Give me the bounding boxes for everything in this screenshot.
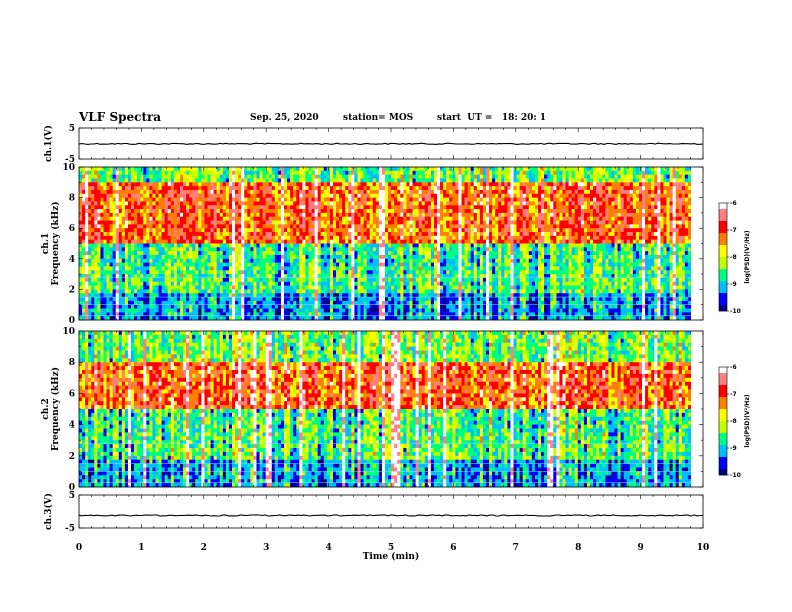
colorbar-tick-label: -10 xyxy=(730,472,741,479)
x-tick-label: 5 xyxy=(388,543,394,553)
x-tick-label: 10 xyxy=(697,543,710,553)
ch2-spectrogram-ylabel: ch.2Frequency (kHz) xyxy=(41,367,61,451)
start-time-label: start UT = 18: 20: 1 xyxy=(437,113,547,123)
x-axis-label: Time (min) xyxy=(363,551,420,562)
x-tick-label: 8 xyxy=(575,543,581,553)
y-tick-label: 0 xyxy=(69,316,75,326)
ch2-spectrogram-image xyxy=(79,331,703,488)
y-tick-label: 4 xyxy=(69,421,75,431)
ch1-waveform-trace xyxy=(78,142,704,145)
x-tick-label: 7 xyxy=(513,543,519,553)
colorbar-tick-label: -8 xyxy=(730,418,737,425)
y-tick-label: 10 xyxy=(62,163,75,173)
y-tick-label: 5 xyxy=(69,491,75,501)
x-tick-label: 1 xyxy=(138,543,144,553)
y-tick-label: -5 xyxy=(65,155,75,165)
colorbar-tick-label: -6 xyxy=(730,364,737,371)
y-tick-label: 2 xyxy=(69,452,75,462)
station-label: station= MOS xyxy=(343,113,414,123)
chart-title: VLF Spectra xyxy=(79,110,162,124)
date-label: Sep. 25, 2020 xyxy=(250,113,319,123)
ch1-spectrogram-image xyxy=(79,167,703,321)
ch1-waveform-ylabel: ch.1(V) xyxy=(43,125,54,162)
x-tick-label: 0 xyxy=(76,543,82,553)
y-tick-label: 6 xyxy=(69,224,75,234)
y-tick-label: 6 xyxy=(69,389,75,399)
x-tick-label: 6 xyxy=(450,543,456,553)
colorbar-tick-label: -7 xyxy=(730,227,737,234)
y-tick-label: 8 xyxy=(69,194,75,204)
y-tick-label: 8 xyxy=(69,358,75,368)
y-tick-label: 10 xyxy=(62,327,75,337)
x-tick-label: 3 xyxy=(263,543,269,553)
ch3-waveform-ylabel: ch.3(V) xyxy=(43,493,54,530)
x-tick-label: 4 xyxy=(325,543,331,553)
ch3-waveform-trace xyxy=(78,514,703,517)
y-tick-label: -5 xyxy=(65,524,75,534)
ch1-spectrogram-colorbar xyxy=(718,202,728,312)
y-tick-label: 5 xyxy=(69,124,75,134)
colorbar-tick-label: -10 xyxy=(730,308,741,315)
x-tick-label: 9 xyxy=(637,543,643,553)
colorbar-tick-label: -9 xyxy=(730,445,737,452)
colorbar-tick-label: -9 xyxy=(730,281,737,288)
y-tick-label: 4 xyxy=(69,255,75,265)
x-tick-label: 2 xyxy=(201,543,207,553)
colorbar-tick-label: -7 xyxy=(730,391,737,398)
colorbar-tick-label: -6 xyxy=(730,200,737,207)
ch1-spectrogram-ylabel: ch.1Frequency (kHz) xyxy=(41,201,61,285)
y-tick-label: 2 xyxy=(69,285,75,295)
y-tick-label: 0 xyxy=(69,483,75,493)
ch2-spectrogram-colorbar xyxy=(718,366,728,476)
colorbar-label: log(PSD)(V²/Hz) xyxy=(744,394,751,447)
colorbar-label: log(PSD)(V²/Hz) xyxy=(744,230,751,283)
colorbar-tick-label: -8 xyxy=(730,254,737,261)
ch3-waveform-frame xyxy=(78,494,704,529)
